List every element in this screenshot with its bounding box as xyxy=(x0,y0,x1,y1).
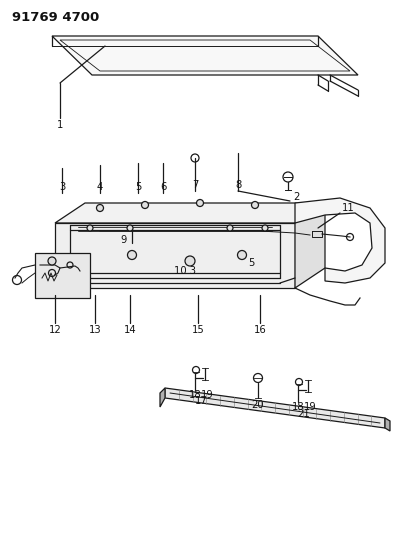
Text: 15: 15 xyxy=(192,325,204,335)
Polygon shape xyxy=(295,203,325,288)
Circle shape xyxy=(128,251,136,260)
Polygon shape xyxy=(52,36,358,75)
Text: 91769 4700: 91769 4700 xyxy=(12,11,99,24)
Circle shape xyxy=(87,225,93,231)
Text: 6: 6 xyxy=(160,182,166,192)
Circle shape xyxy=(48,257,56,265)
Circle shape xyxy=(142,201,148,208)
Text: 19: 19 xyxy=(304,402,316,412)
Text: 16: 16 xyxy=(254,325,266,335)
Text: 11: 11 xyxy=(342,203,354,213)
Polygon shape xyxy=(55,223,295,288)
Circle shape xyxy=(196,199,204,206)
Circle shape xyxy=(96,205,104,212)
Text: 19: 19 xyxy=(201,390,213,400)
Text: 2: 2 xyxy=(293,192,299,202)
Text: 20: 20 xyxy=(252,400,264,410)
Text: 3: 3 xyxy=(59,182,65,192)
Circle shape xyxy=(238,251,246,260)
Text: 17: 17 xyxy=(195,396,207,406)
Text: 9: 9 xyxy=(121,235,127,245)
Circle shape xyxy=(227,225,233,231)
Text: 18: 18 xyxy=(292,402,304,412)
Text: 10 3: 10 3 xyxy=(174,266,196,276)
Polygon shape xyxy=(295,198,385,283)
Text: 14: 14 xyxy=(124,325,136,335)
Polygon shape xyxy=(35,253,90,298)
Polygon shape xyxy=(55,203,325,223)
Text: 8: 8 xyxy=(235,180,241,190)
Text: 4: 4 xyxy=(97,182,103,192)
Polygon shape xyxy=(385,418,390,431)
Polygon shape xyxy=(165,388,385,428)
Circle shape xyxy=(252,201,258,208)
Polygon shape xyxy=(160,388,165,407)
Text: 12: 12 xyxy=(49,325,61,335)
Text: 5: 5 xyxy=(135,182,141,192)
Text: 21: 21 xyxy=(298,409,310,419)
Circle shape xyxy=(262,225,268,231)
Text: 1: 1 xyxy=(57,120,63,130)
Text: 5: 5 xyxy=(248,258,254,268)
Text: 13: 13 xyxy=(89,325,101,335)
Text: 7: 7 xyxy=(192,180,198,190)
Circle shape xyxy=(185,256,195,266)
Circle shape xyxy=(127,225,133,231)
Text: 18: 18 xyxy=(189,390,201,400)
